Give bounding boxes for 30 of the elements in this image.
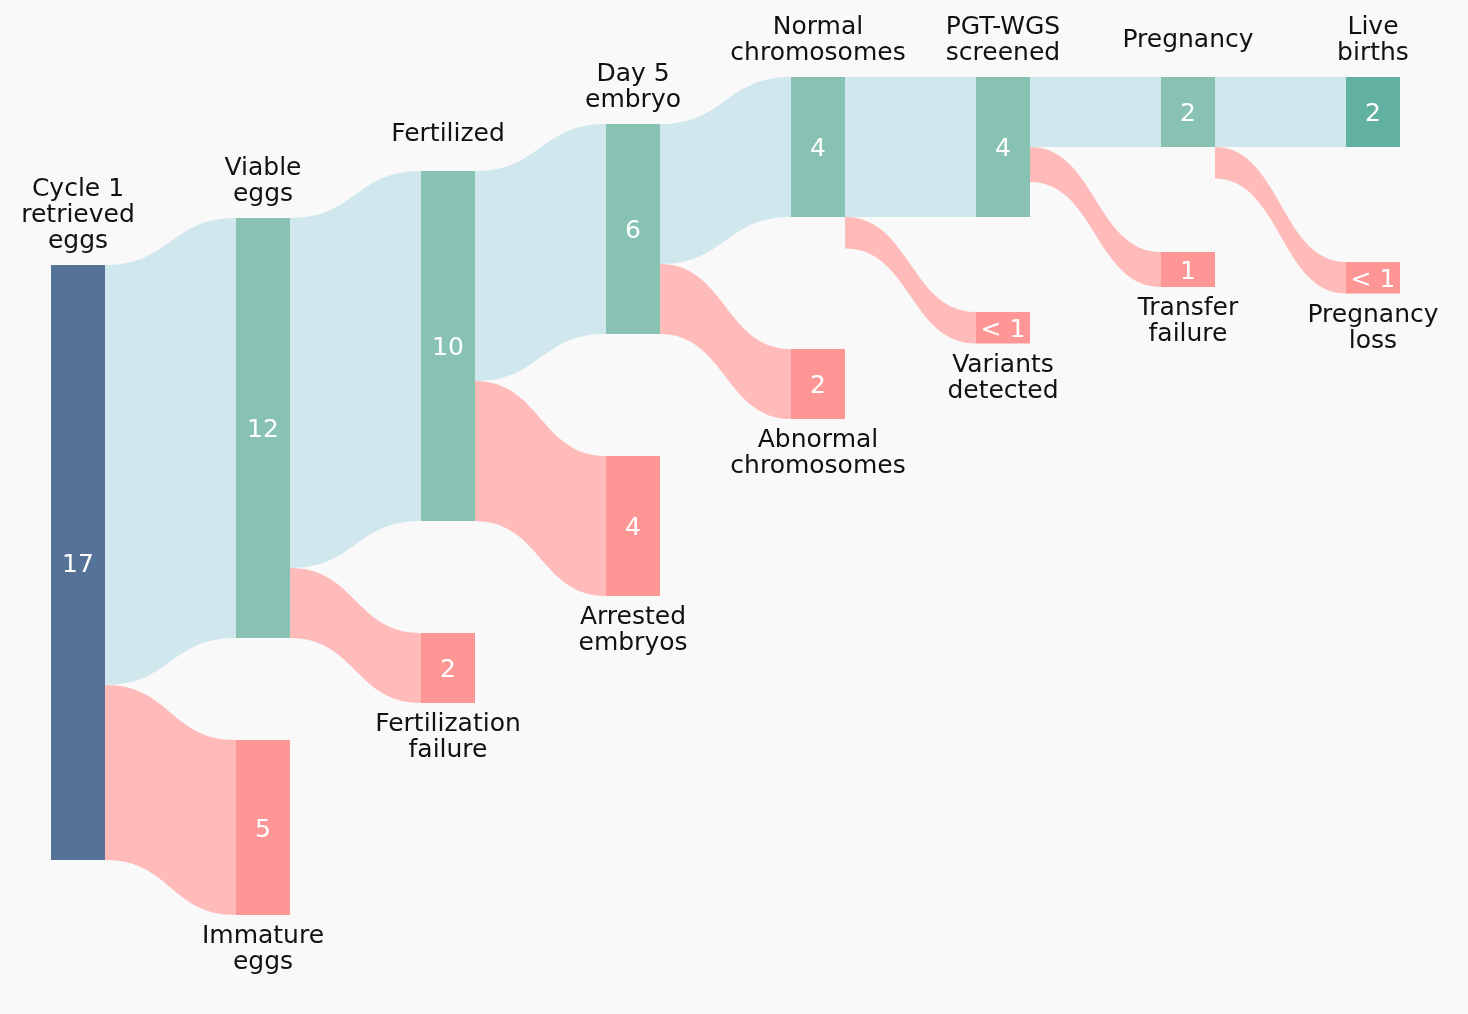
data-label: 4 bbox=[995, 132, 1011, 162]
data-label: 2 bbox=[440, 653, 456, 683]
category-label: Normal chromosomes bbox=[730, 11, 906, 66]
category-label: PGT-WGS screened bbox=[945, 11, 1061, 66]
category-label: Variants detected bbox=[947, 348, 1059, 404]
data-label: < 1 bbox=[1350, 263, 1396, 293]
category-label: Arrested embryos bbox=[578, 601, 688, 656]
category-label: Live births bbox=[1337, 11, 1409, 66]
data-label: 10 bbox=[432, 331, 464, 361]
data-label: 12 bbox=[247, 413, 279, 443]
category-label: Cycle 1 retrieved eggs bbox=[21, 173, 135, 254]
data-label: 2 bbox=[1180, 97, 1196, 127]
data-label: 2 bbox=[810, 369, 826, 399]
category-label: Transfer failure bbox=[1136, 292, 1239, 347]
category-label: Pregnancy loss bbox=[1307, 298, 1439, 354]
category-label: Viable eggs bbox=[224, 152, 302, 207]
category-label: Abnormal chromosomes bbox=[730, 424, 906, 479]
category-label: Fertilization failure bbox=[375, 708, 521, 763]
data-label: 2 bbox=[1365, 97, 1381, 127]
data-label: 4 bbox=[625, 511, 641, 541]
data-label: 1 bbox=[1180, 255, 1196, 284]
data-label: 5 bbox=[255, 813, 271, 842]
category-label: Pregnancy bbox=[1122, 24, 1254, 53]
category-label: Day 5 embryo bbox=[585, 58, 681, 113]
category-label: Immature eggs bbox=[201, 920, 325, 975]
data-label: 6 bbox=[625, 214, 641, 244]
data-label: 17 bbox=[62, 548, 94, 577]
category-label: Fertilized bbox=[391, 118, 505, 147]
data-label: < 1 bbox=[980, 313, 1026, 343]
data-label: 4 bbox=[810, 132, 826, 162]
